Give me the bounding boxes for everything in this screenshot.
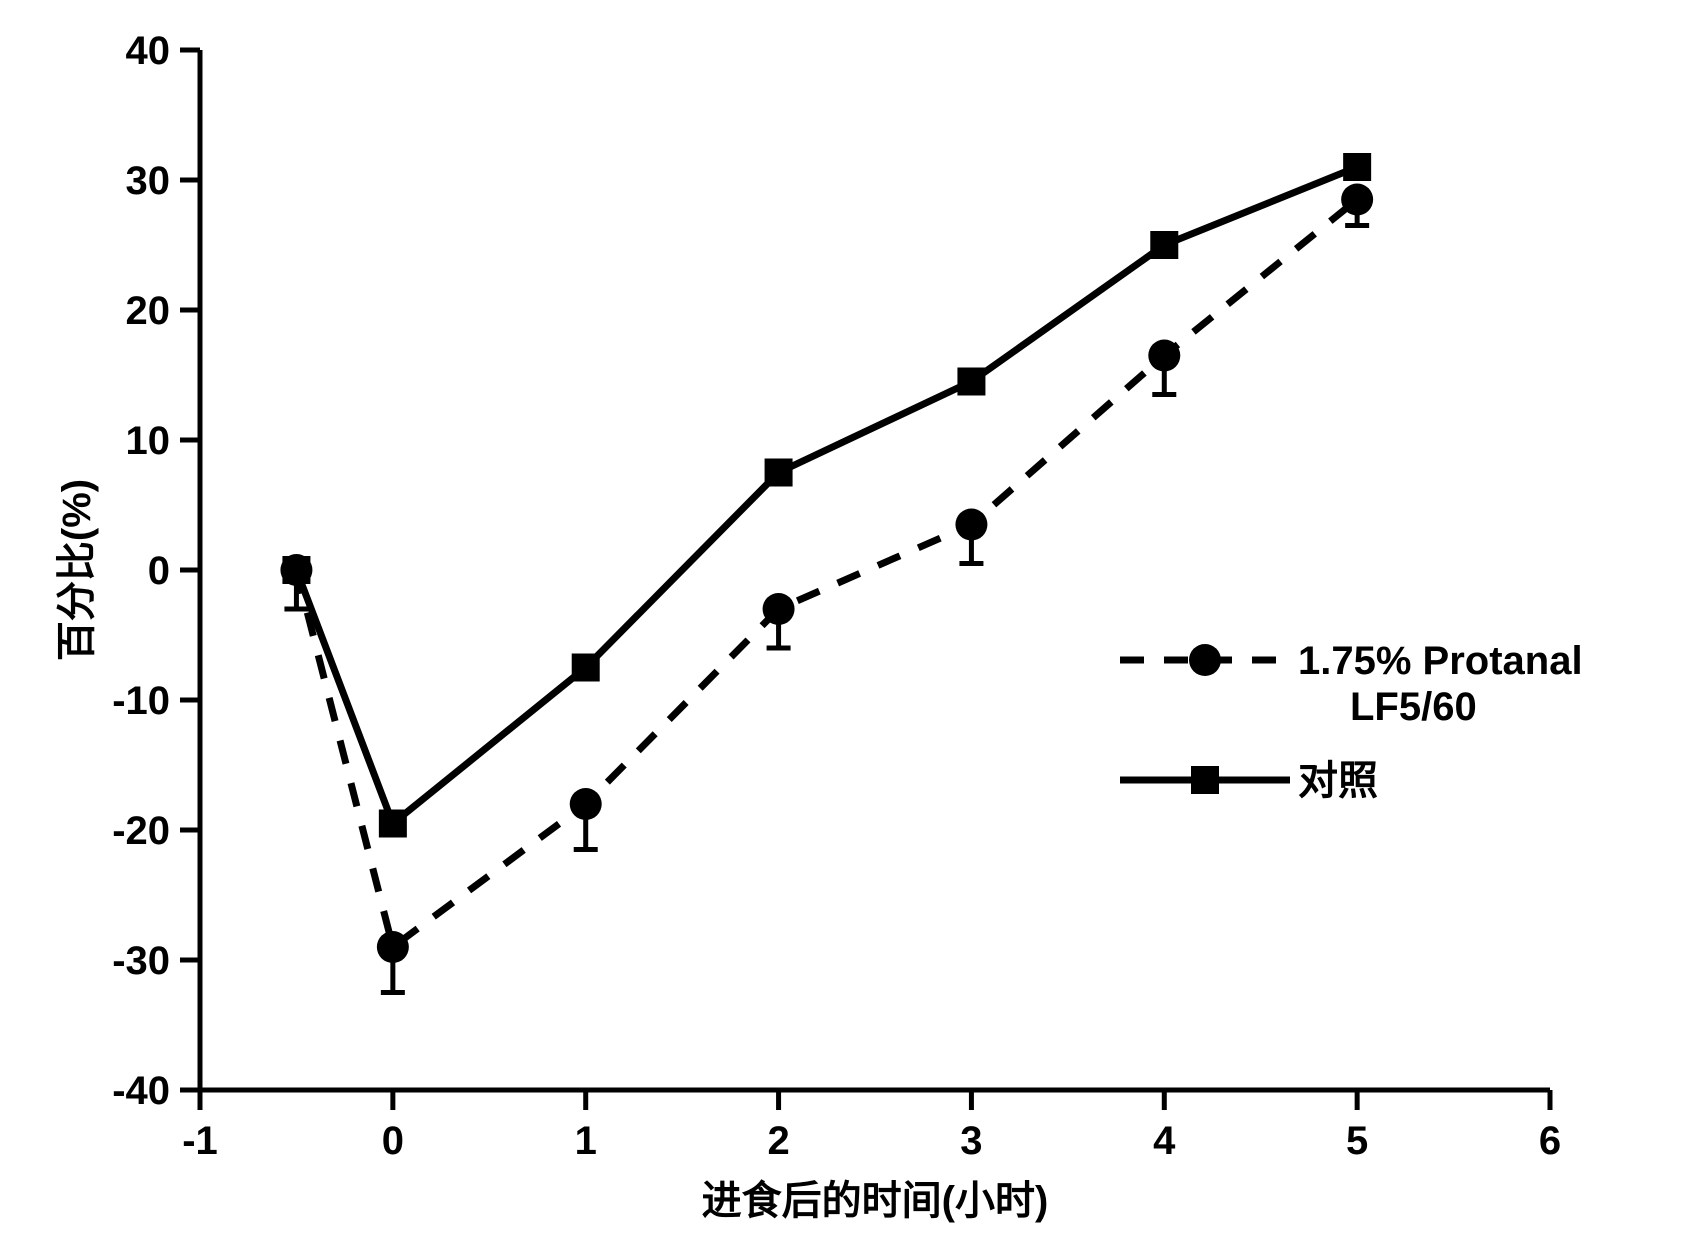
legend-marker-control <box>1191 766 1219 794</box>
marker-protanal <box>1341 184 1373 216</box>
x-tick-label: 0 <box>382 1119 404 1163</box>
legend-label-protanal-2: LF5/60 <box>1350 685 1477 729</box>
x-tick-label: 5 <box>1346 1119 1368 1163</box>
x-tick-label: -1 <box>182 1119 218 1163</box>
legend-marker-protanal <box>1189 644 1221 676</box>
marker-protanal <box>570 788 602 820</box>
legend-label-control: 对照 <box>1298 759 1378 803</box>
y-tick-label: -40 <box>112 1069 170 1113</box>
legend-label-protanal: 1.75% Protanal <box>1298 639 1583 683</box>
y-tick-label: 30 <box>126 159 171 203</box>
chart-container: -10123456-40-30-20-10010203040进食后的时间(小时)… <box>0 0 1705 1234</box>
marker-control <box>1343 153 1371 181</box>
marker-control <box>282 556 310 584</box>
x-tick-label: 1 <box>575 1119 597 1163</box>
x-tick-label: 6 <box>1539 1119 1561 1163</box>
x-tick-label: 2 <box>767 1119 789 1163</box>
y-tick-label: -10 <box>112 679 170 723</box>
marker-protanal <box>1148 340 1180 372</box>
y-tick-label: 10 <box>126 419 171 463</box>
y-tick-label: 40 <box>126 29 171 73</box>
x-axis-label: 进食后的时间(小时) <box>702 1179 1049 1223</box>
line-chart: -10123456-40-30-20-10010203040进食后的时间(小时)… <box>0 0 1705 1234</box>
x-tick-label: 3 <box>960 1119 982 1163</box>
marker-control <box>379 810 407 838</box>
marker-control <box>765 459 793 487</box>
y-tick-label: -20 <box>112 809 170 853</box>
marker-control <box>1150 231 1178 259</box>
marker-control <box>957 368 985 396</box>
x-tick-label: 4 <box>1153 1119 1176 1163</box>
marker-protanal <box>377 931 409 963</box>
marker-control <box>572 654 600 682</box>
y-tick-label: -30 <box>112 939 170 983</box>
y-tick-label: 20 <box>126 289 171 333</box>
y-tick-label: 0 <box>148 549 170 593</box>
y-axis-label: 百分比(%) <box>55 479 99 661</box>
marker-protanal <box>763 593 795 625</box>
marker-protanal <box>955 509 987 541</box>
